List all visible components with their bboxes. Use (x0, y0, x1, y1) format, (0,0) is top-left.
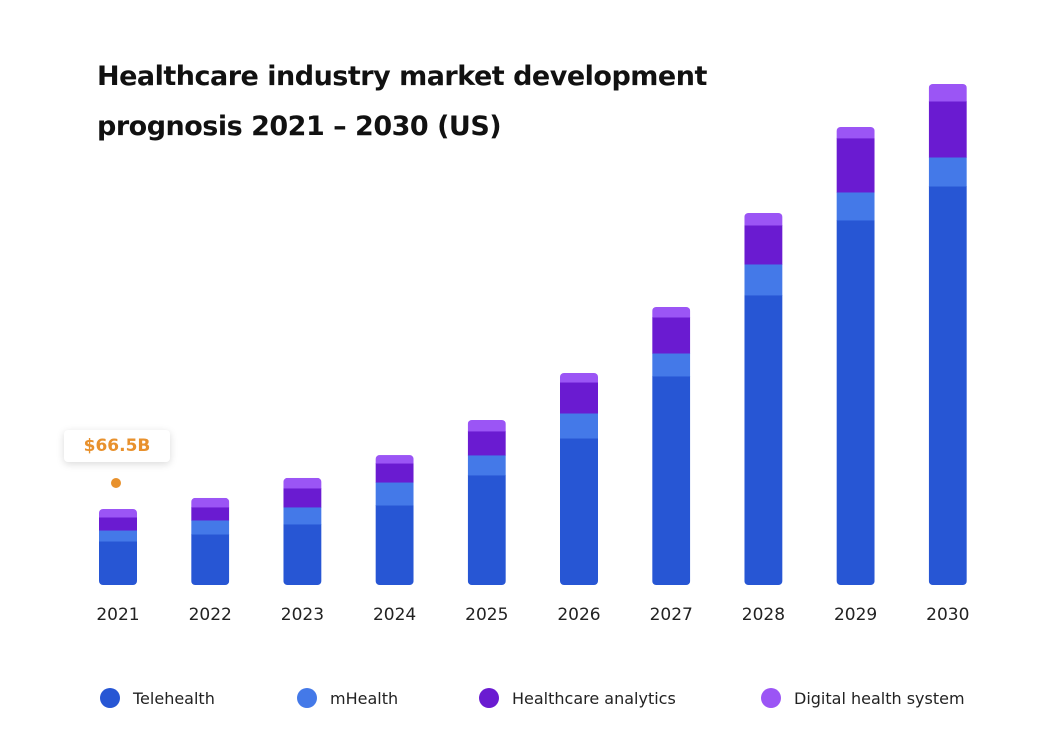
bar-segment-telehealth (836, 219, 875, 585)
bar-segment-digital-health-system (283, 477, 322, 489)
bar-segment-telehealth (375, 505, 414, 585)
bar-segment-healthcare-analytics (375, 463, 414, 483)
x-tick-label: 2030 (926, 605, 969, 625)
legend-item-digital-health-system: Digital health system (761, 688, 965, 708)
bar-2023: 2023 (281, 477, 324, 625)
bar-segment-mhealth (283, 506, 322, 525)
legend-item-mhealth: mHealth (297, 688, 398, 708)
bar-segment-healthcare-analytics (99, 517, 137, 531)
bar-2028: 2028 (742, 213, 785, 625)
x-tick-label: 2025 (465, 605, 508, 625)
bar-2029: 2029 (834, 126, 877, 625)
legend-item-healthcare-analytics: Healthcare analytics (479, 688, 676, 708)
legend-dot (761, 688, 781, 708)
bar-2027: 2027 (650, 306, 693, 625)
chart-title: Healthcare industry market development p… (97, 52, 707, 152)
bar-segment-healthcare-analytics (836, 137, 875, 193)
bar-segment-mhealth (652, 353, 691, 377)
legend-dot (297, 688, 317, 708)
bar-segment-telehealth (560, 438, 598, 585)
legend-dot (479, 688, 499, 708)
bar-segment-mhealth (467, 454, 506, 476)
bar-segment-healthcare-analytics (652, 317, 691, 354)
x-tick-label: 2028 (742, 605, 785, 625)
legend-label: mHealth (330, 688, 399, 708)
x-tick-label: 2027 (650, 605, 693, 625)
bar-segment-digital-health-system (652, 306, 691, 318)
bar-segment-healthcare-analytics (467, 430, 506, 456)
bar-2026: 2026 (557, 373, 601, 625)
bar-segment-telehealth (99, 541, 137, 585)
bar-segment-healthcare-analytics (744, 225, 783, 265)
title-line-2: prognosis 2021 – 2030 (US) (97, 111, 502, 142)
x-tick-label: 2029 (834, 605, 877, 625)
bar-segment-telehealth (283, 523, 322, 585)
bar-segment-mhealth (744, 263, 783, 296)
bar-segment-mhealth (375, 482, 414, 506)
legend-label: Digital health system (794, 688, 965, 708)
bar-segment-digital-health-system (375, 455, 414, 464)
bar-segment-healthcare-analytics (283, 487, 322, 508)
x-tick-label: 2021 (96, 605, 139, 625)
bar-2022: 2022 (189, 497, 232, 625)
bar-segment-mhealth (928, 157, 967, 187)
x-tick-label: 2026 (557, 605, 600, 625)
bar-segment-healthcare-analytics (928, 101, 967, 158)
bar-segment-telehealth (652, 375, 691, 585)
bar-segment-digital-health-system (560, 373, 598, 383)
bar-segment-digital-health-system (467, 419, 506, 432)
bar-segment-digital-health-system (928, 83, 967, 102)
bar-segment-digital-health-system (836, 126, 875, 139)
bar-segment-healthcare-analytics (191, 506, 230, 521)
legend-label: Healthcare analytics (512, 688, 676, 708)
legend-dot (100, 688, 120, 708)
bar-segment-telehealth (191, 534, 230, 585)
bar-segment-telehealth (467, 474, 506, 585)
bar-segment-digital-health-system (99, 509, 137, 518)
annotation-callout: $66.5B (64, 430, 170, 462)
annotation-dot (111, 478, 121, 488)
bar-segment-healthcare-analytics (560, 382, 598, 414)
legend-item-telehealth: Telehealth (100, 688, 215, 708)
bar-segment-mhealth (191, 519, 230, 535)
bar-segment-digital-health-system (191, 497, 230, 508)
bar-2025: 2025 (465, 419, 508, 625)
legend-label: Telehealth (133, 688, 215, 708)
x-tick-label: 2023 (281, 605, 324, 625)
bar-segment-digital-health-system (744, 213, 783, 226)
bar-2024: 2024 (373, 455, 416, 625)
bar-segment-telehealth (928, 186, 967, 585)
bar-2021: 2021 (96, 509, 140, 625)
bar-segment-mhealth (99, 530, 137, 542)
x-tick-label: 2024 (373, 605, 416, 625)
bar-segment-mhealth (560, 413, 598, 439)
bar-segment-mhealth (836, 191, 875, 221)
bar-2030: 2030 (926, 83, 969, 625)
bar-segment-telehealth (744, 294, 783, 585)
title-line-1: Healthcare industry market development (97, 61, 707, 92)
x-tick-label: 2022 (189, 605, 232, 625)
